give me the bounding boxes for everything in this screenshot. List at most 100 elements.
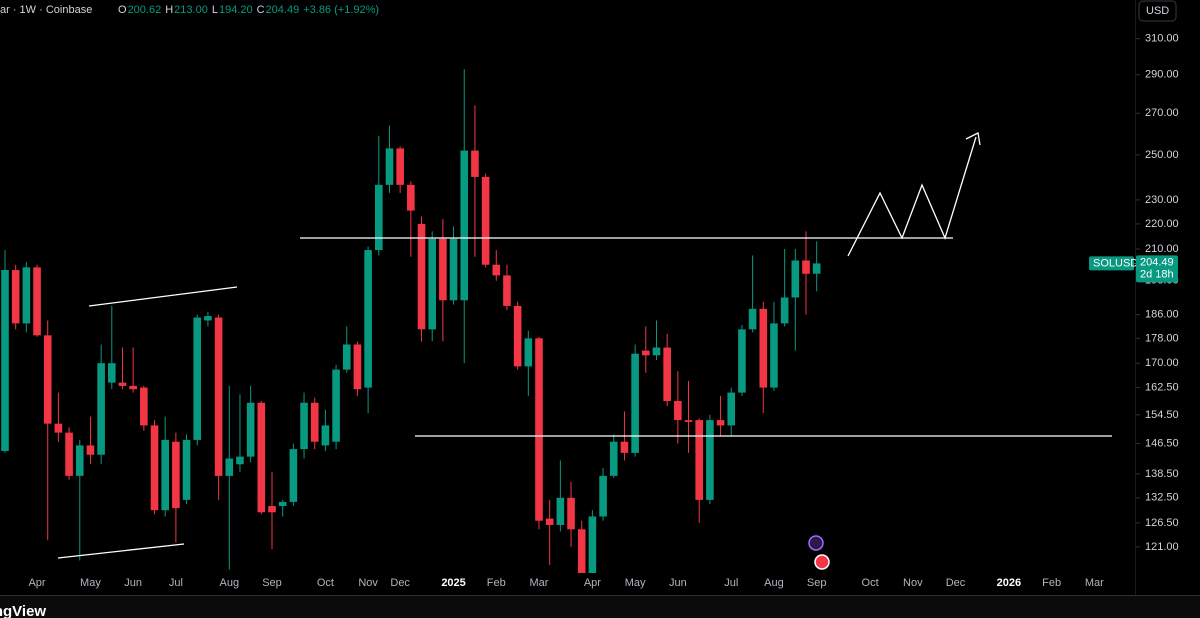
x-tick-label: Aug bbox=[219, 577, 239, 589]
candle-body bbox=[182, 439, 191, 500]
brand: TradingView bbox=[0, 603, 46, 618]
candle-body bbox=[204, 316, 212, 321]
candle-body bbox=[738, 329, 746, 393]
candle-body bbox=[1, 270, 9, 451]
candle-body bbox=[140, 387, 148, 426]
ohlc-key: H bbox=[165, 4, 173, 16]
x-tick-label: Dec bbox=[390, 577, 410, 589]
ohlc-value: 200.62 bbox=[128, 4, 162, 16]
x-tick-label: Jul bbox=[724, 577, 738, 589]
event-icon[interactable] bbox=[808, 535, 824, 551]
candle-body bbox=[86, 445, 95, 455]
candle-body bbox=[652, 347, 661, 356]
candle-body bbox=[300, 402, 308, 450]
candle-body bbox=[407, 184, 415, 211]
candle-body bbox=[460, 150, 469, 301]
candle-body bbox=[364, 250, 372, 388]
candle-body bbox=[43, 335, 52, 424]
candle-body bbox=[780, 297, 789, 324]
x-tick-label: Sep bbox=[262, 577, 282, 589]
countdown: 2d 18h bbox=[1140, 268, 1174, 280]
price-tag bbox=[1136, 255, 1178, 283]
candle-body bbox=[289, 449, 298, 502]
candle-body bbox=[577, 529, 586, 573]
x-tick-label: Jun bbox=[124, 577, 142, 589]
candle-body bbox=[524, 338, 533, 367]
x-tick-label: 2025 bbox=[441, 577, 465, 589]
bottom-bar bbox=[0, 596, 1200, 618]
y-tick-label: 126.50 bbox=[1145, 517, 1179, 529]
candle-body bbox=[748, 308, 757, 330]
candle-body bbox=[278, 501, 287, 507]
drawings bbox=[57, 132, 1112, 559]
candle-body bbox=[33, 267, 41, 336]
candle-body bbox=[642, 350, 650, 356]
y-tick-label: 154.50 bbox=[1145, 409, 1179, 421]
y-tick-label: 138.50 bbox=[1145, 468, 1179, 480]
candle-body bbox=[97, 363, 105, 455]
candle-body bbox=[214, 317, 223, 476]
candle-body bbox=[193, 317, 202, 440]
candle-body bbox=[503, 275, 511, 306]
x-tick-label: Feb bbox=[1042, 577, 1061, 589]
candle-body bbox=[556, 497, 565, 525]
x-tick-label: Mar bbox=[530, 577, 549, 589]
channel-lower bbox=[57, 543, 185, 559]
candle-body bbox=[172, 441, 180, 509]
candle-body bbox=[663, 347, 671, 402]
x-tick-label: Oct bbox=[317, 577, 334, 589]
candle-body bbox=[439, 238, 447, 301]
y-tick-label: 186.00 bbox=[1145, 309, 1179, 321]
y-tick-label: 230.00 bbox=[1145, 194, 1179, 206]
candle-body bbox=[684, 420, 693, 422]
x-tick-label: Mar bbox=[1085, 577, 1104, 589]
currency-button[interactable] bbox=[1138, 0, 1177, 22]
candle-body bbox=[129, 385, 137, 390]
y-tick-label: 270.00 bbox=[1145, 107, 1179, 119]
candle-body bbox=[65, 432, 73, 476]
event-icon[interactable] bbox=[814, 554, 830, 570]
x-tick-label: Nov bbox=[903, 577, 923, 589]
candle-body bbox=[631, 353, 639, 453]
candle-body bbox=[620, 441, 629, 453]
y-tick-label: 146.50 bbox=[1145, 437, 1179, 449]
ohlc-value: 213.00 bbox=[174, 4, 208, 16]
candle-body bbox=[396, 148, 404, 185]
x-tick-label: Sep bbox=[807, 577, 827, 589]
candle-body bbox=[545, 518, 554, 525]
candle-body bbox=[609, 441, 618, 476]
candle-body bbox=[428, 238, 436, 330]
projection-path bbox=[847, 136, 977, 257]
candle-body bbox=[513, 305, 522, 367]
candle-body bbox=[588, 516, 597, 573]
x-tick-label: Feb bbox=[487, 577, 506, 589]
ohlc-key: O bbox=[118, 4, 127, 16]
ohlc-key: L bbox=[212, 4, 218, 16]
candle-body bbox=[674, 401, 682, 421]
candle-body bbox=[108, 363, 116, 383]
candle-body bbox=[353, 344, 362, 390]
y-tick-label: 132.50 bbox=[1145, 492, 1179, 504]
candle-body bbox=[236, 456, 244, 465]
event-icons bbox=[808, 535, 830, 570]
candle-body bbox=[492, 264, 501, 276]
x-tick-label: Jun bbox=[669, 577, 687, 589]
x-tick-label: Aug bbox=[764, 577, 784, 589]
candle-body bbox=[342, 344, 351, 370]
candle-body bbox=[75, 445, 84, 476]
x-tick-label: Jul bbox=[169, 577, 183, 589]
candle-body bbox=[150, 425, 159, 511]
candle-body bbox=[471, 150, 479, 177]
y-tick-label: 162.50 bbox=[1145, 381, 1179, 393]
y-tick-label: 170.00 bbox=[1145, 357, 1179, 369]
candle-body bbox=[257, 402, 266, 513]
candle-body bbox=[599, 475, 607, 517]
candle-body bbox=[321, 425, 330, 446]
candle-body bbox=[791, 260, 800, 298]
symbol-tag bbox=[1089, 256, 1134, 271]
ohlc-value: 194.20 bbox=[219, 4, 253, 16]
x-tick-label: Apr bbox=[28, 577, 45, 589]
candle-body bbox=[706, 420, 714, 500]
candle-body bbox=[802, 260, 810, 274]
